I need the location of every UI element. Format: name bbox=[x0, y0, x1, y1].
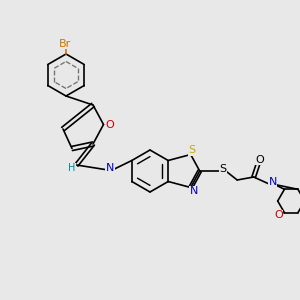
Text: S: S bbox=[219, 164, 226, 174]
Text: N: N bbox=[106, 163, 114, 173]
Text: O: O bbox=[255, 155, 264, 165]
Text: Br: Br bbox=[58, 38, 70, 49]
Text: S: S bbox=[189, 145, 196, 155]
Text: H: H bbox=[68, 163, 76, 173]
Text: O: O bbox=[106, 119, 115, 130]
Text: O: O bbox=[274, 210, 283, 220]
Text: N: N bbox=[190, 186, 198, 196]
Text: N: N bbox=[268, 177, 277, 187]
